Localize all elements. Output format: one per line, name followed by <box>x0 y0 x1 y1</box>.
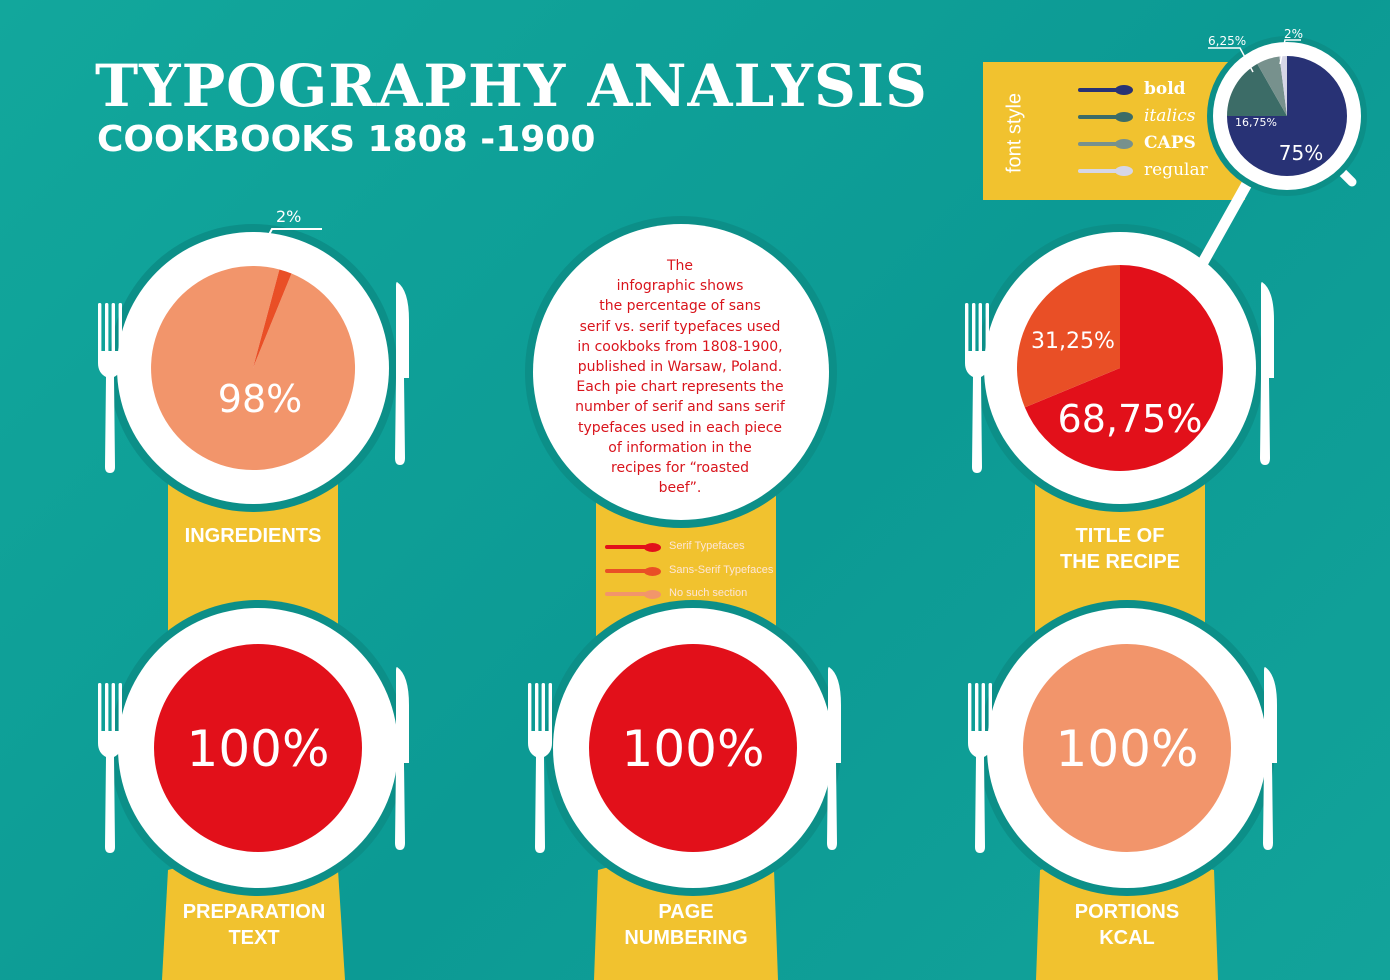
description-line: typefaces used in each piece <box>577 419 783 436</box>
pie-slice-serif-typefaces <box>154 644 362 852</box>
pie-charts: 98% 68,75% 31,25% 100% 100% 100% <box>151 265 1231 852</box>
spoon-icon <box>605 543 661 552</box>
label-portions-kcal-line-1: PORTIONS <box>1074 901 1180 923</box>
label-title-of-recipe-line-1: TITLE OF <box>1075 525 1165 547</box>
font-style-label: CAPS <box>1144 133 1196 153</box>
label-page-numbering-line-2: NUMBERING <box>624 927 748 949</box>
page-subtitle: COOKBOOKS 1808 -1900 <box>97 119 596 160</box>
knife-icon <box>827 667 841 850</box>
font-style-panel <box>983 62 1245 200</box>
label-page-numbering: PAGE NUMBERING <box>586 899 786 951</box>
font-style-label: regular <box>1144 160 1208 180</box>
pie-label-bold: 75% <box>1279 141 1323 165</box>
description-line: in cookboks from 1808-1900, <box>577 338 783 355</box>
description-line: serif vs. serif typefaces used <box>579 318 781 335</box>
description-line: of information in the <box>608 439 752 456</box>
legend-label: No such section <box>669 587 748 599</box>
label-portions-kcal-line-2: KCAL <box>1099 927 1155 949</box>
font-style-heading-text: font style <box>1003 92 1026 174</box>
description-line: beef”. <box>658 480 702 497</box>
pie-slice-sans-serif-typefaces <box>253 269 292 368</box>
pie-label-title-sans-serif: 31,25% <box>1031 329 1115 354</box>
label-title-of-recipe: TITLE OF THE RECIPE <box>1020 523 1220 575</box>
description-line: recipes for “roasted <box>611 460 749 477</box>
knife-icon <box>395 282 409 465</box>
description-text: The infographic shows the percentage of … <box>560 256 800 498</box>
spoon-icon <box>1078 166 1133 176</box>
callout-line-2-percent-font <box>1279 39 1301 65</box>
pie-slice-serif-typefaces <box>589 644 797 852</box>
pie-slice-caps <box>1257 56 1287 116</box>
label-bands <box>162 62 1245 980</box>
pie-label-italics: 16,75% <box>1235 116 1277 129</box>
pie-slice-no-such-section <box>1023 644 1231 852</box>
pie-label-title-serif: 68,75% <box>1058 397 1203 441</box>
pie-label-ingredients-main: 98% <box>218 377 302 421</box>
label-page-numbering-line-1: PAGE <box>658 901 714 923</box>
callouts: 2% 75%16,75% 6,25% 2% <box>263 27 1367 288</box>
description-line: number of serif and sans serif <box>575 399 785 416</box>
page-title: TYPOGRAPHY ANALYSIS <box>95 52 928 120</box>
pie-slice-serif-typefaces <box>1024 265 1223 471</box>
label-preparation-text-line-1: PREPARATION <box>182 901 326 923</box>
callout-label-6-25-percent: 6,25% <box>1208 34 1246 48</box>
pie-slice-no-such-section <box>151 266 356 471</box>
label-portions-kcal: PORTIONS KCAL <box>1027 899 1227 951</box>
pie-label-page-numbering: 100% <box>622 720 765 778</box>
spoon-icon <box>1078 112 1133 122</box>
spoon-icon <box>605 590 661 599</box>
legend-label: Serif Typefaces <box>669 540 745 552</box>
description-line: the percentage of sans <box>599 298 761 315</box>
pie-label-portions-kcal: 100% <box>1056 720 1199 778</box>
font-style-label: italics <box>1144 106 1196 126</box>
callout-label-2-percent: 2% <box>276 207 301 226</box>
spoon-icon <box>1078 139 1133 149</box>
label-preparation-text-line-2: TEXT <box>228 927 280 949</box>
label-ingredients-line: INGREDIENTS <box>184 525 322 547</box>
magnifier-handle <box>1186 176 1254 288</box>
label-title-of-recipe-line-2: THE RECIPE <box>1059 551 1181 573</box>
knife-icon <box>1263 667 1277 850</box>
description-line: infographic shows <box>616 278 744 295</box>
band-description <box>596 495 776 636</box>
callout-line-2-percent <box>263 228 322 245</box>
legend-label: Sans-Serif Typefaces <box>669 564 774 576</box>
plate <box>533 224 829 520</box>
description-line: published in Warsaw, Poland. <box>577 359 783 376</box>
label-ingredients: INGREDIENTS <box>153 523 353 549</box>
pie-label-preparation-text: 100% <box>187 720 330 778</box>
label-preparation-text: PREPARATION TEXT <box>154 899 354 951</box>
band-title-of-recipe <box>1035 470 1205 636</box>
callout-label-2-percent-font: 2% <box>1284 27 1303 41</box>
knife-icon <box>395 667 409 850</box>
font-style-heading: font style <box>983 78 1047 188</box>
description-line: Each pie chart represents the <box>576 379 784 396</box>
spoon-icon <box>605 567 661 576</box>
band-ingredients <box>168 470 338 636</box>
description-line: The <box>666 258 694 274</box>
pie-slice-regular <box>1279 55 1287 116</box>
pie-slice-sans-serif-typefaces <box>1016 265 1120 408</box>
knife-icon <box>1260 282 1274 465</box>
font-style-label: bold <box>1144 79 1186 99</box>
pie-slice-italics <box>1227 63 1287 116</box>
spoon-icon <box>1078 85 1133 95</box>
callout-line-6-25-percent <box>1208 47 1254 73</box>
